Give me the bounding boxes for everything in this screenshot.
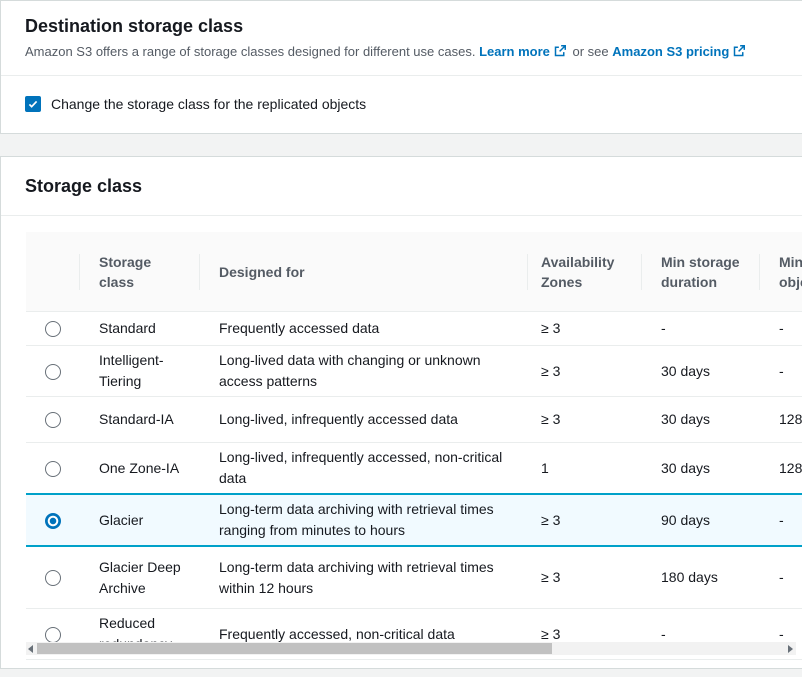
availability-zones-cell: 1 <box>527 443 641 493</box>
pricing-link[interactable]: Amazon S3 pricing <box>612 44 748 59</box>
column-header-select <box>26 232 79 312</box>
min-billable-object-size-cell: 128 KB <box>759 443 802 493</box>
external-link-icon <box>733 44 746 62</box>
column-header-availability-zones: Availability Zones <box>527 232 641 312</box>
min-storage-duration-cell: 30 days <box>641 346 759 397</box>
change-storage-class-checkbox[interactable] <box>25 96 41 112</box>
horizontal-scrollbar[interactable] <box>26 642 796 655</box>
designed-for-cell: Frequently accessed data <box>199 312 527 346</box>
storage-class-cell: Glacier <box>79 493 199 547</box>
column-header-min-storage-duration: Min storage duration <box>641 232 759 312</box>
column-header-designed-for: Designed for <box>199 232 527 312</box>
availability-zones-cell: ≥ 3 <box>527 547 641 609</box>
page-title: Destination storage class <box>25 16 244 36</box>
storage-class-cell: Standard <box>79 312 199 346</box>
min-storage-duration-cell: 90 days <box>641 493 759 547</box>
table-header-row: Storage class Designed for Availability … <box>26 232 802 312</box>
storage-class-cell: One Zone-IA <box>79 443 199 493</box>
storage-class-table: Storage class Designed for Availability … <box>26 232 802 660</box>
min-billable-object-size-cell: - <box>759 312 802 346</box>
availability-zones-cell: ≥ 3 <box>527 346 641 397</box>
availability-zones-cell: ≥ 3 <box>527 397 641 443</box>
checkbox-label: Change the storage class for the replica… <box>51 96 367 112</box>
table-row-glacier-deep-archive[interactable]: Glacier Deep Archive Long-term data arch… <box>26 547 802 609</box>
storage-class-panel: Storage class Storage class Designed for… <box>0 156 802 669</box>
scrollbar-thumb[interactable] <box>37 643 552 654</box>
radio-button-reduced-redundancy[interactable] <box>44 626 61 643</box>
destination-storage-class-panel: Destination storage class Amazon S3 offe… <box>0 0 802 134</box>
table-row-standard-ia[interactable]: Standard-IA Long-lived, infrequently acc… <box>26 397 802 443</box>
radio-button-standard[interactable] <box>44 321 61 338</box>
radio-button-intelligent-tiering[interactable] <box>44 363 61 380</box>
designed-for-cell: Long-lived, infrequently accessed data <box>199 397 527 443</box>
storage-panel-header: Storage class <box>1 157 802 216</box>
table-row-intelligent-tiering[interactable]: Intelligent-Tiering Long-lived data with… <box>26 346 802 397</box>
min-billable-object-size-cell: 128 KB <box>759 397 802 443</box>
radio-button-standard-ia[interactable] <box>44 412 61 429</box>
learn-more-link[interactable]: Learn more <box>479 44 569 59</box>
storage-class-cell: Glacier Deep Archive <box>79 547 199 609</box>
min-billable-object-size-cell: - <box>759 346 802 397</box>
panel-description: Amazon S3 offers a range of storage clas… <box>25 43 787 75</box>
designed-for-cell: Long-term data archiving with retrieval … <box>199 493 527 547</box>
availability-zones-cell: ≥ 3 <box>527 312 641 346</box>
table-row-one-zone-ia[interactable]: One Zone-IA Long-lived, infrequently acc… <box>26 443 802 493</box>
radio-button-glacier[interactable] <box>44 512 61 529</box>
radio-button-one-zone-ia[interactable] <box>44 460 61 477</box>
external-link-icon <box>554 44 566 62</box>
storage-panel-title: Storage class <box>25 176 143 196</box>
radio-button-glacier-deep-archive[interactable] <box>44 570 61 587</box>
min-storage-duration-cell: 30 days <box>641 443 759 493</box>
storage-class-cell: Intelligent-Tiering <box>79 346 199 397</box>
description-or-see: or see <box>572 44 609 59</box>
availability-zones-cell: ≥ 3 <box>527 493 641 547</box>
change-storage-class-option: Change the storage class for the replica… <box>25 96 787 112</box>
min-storage-duration-cell: 30 days <box>641 397 759 443</box>
column-header-storage-class: Storage class <box>79 232 199 312</box>
designed-for-cell: Long-term data archiving with retrieval … <box>199 547 527 609</box>
table-row-glacier-selected[interactable]: Glacier Long-term data archiving with re… <box>26 493 802 547</box>
scroll-right-arrow-icon[interactable] <box>788 644 793 653</box>
table-row-standard[interactable]: Standard Frequently accessed data ≥ 3 - … <box>26 312 802 346</box>
storage-class-cell: Standard-IA <box>79 397 199 443</box>
designed-for-cell: Long-lived data with changing or unknown… <box>199 346 527 397</box>
scroll-left-arrow-icon[interactable] <box>28 644 33 653</box>
storage-class-table-viewport: Storage class Designed for Availability … <box>26 232 802 660</box>
min-billable-object-size-cell: - <box>759 547 802 609</box>
description-text: Amazon S3 offers a range of storage clas… <box>25 44 476 59</box>
min-storage-duration-cell: - <box>641 312 759 346</box>
checkmark-icon <box>28 100 38 108</box>
designed-for-cell: Long-lived, infrequently accessed, non-c… <box>199 443 527 493</box>
column-header-min-billable-object-size: Min billable object size <box>759 232 802 312</box>
min-storage-duration-cell: 180 days <box>641 547 759 609</box>
destination-panel-header: Destination storage class Amazon S3 offe… <box>1 1 802 76</box>
min-billable-object-size-cell: - <box>759 493 802 547</box>
